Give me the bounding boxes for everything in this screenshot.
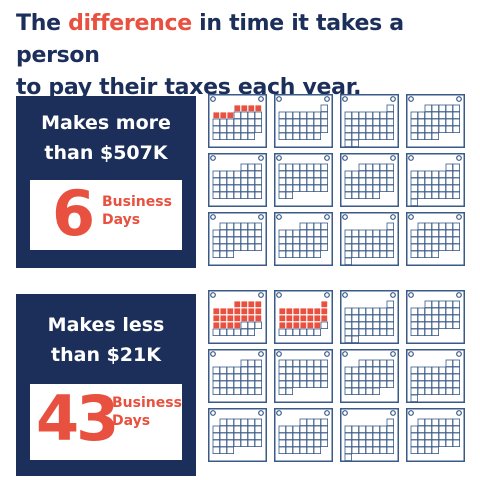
- calendar-icon: [406, 408, 465, 462]
- low-income-unit-line2: Days: [112, 413, 151, 429]
- low-income-unit-line1: Business: [112, 395, 182, 411]
- high-income-day-count: 6: [52, 177, 96, 250]
- calendar-icon: [340, 153, 399, 207]
- high-income-days-box: 6 Business Days: [30, 177, 182, 250]
- high-income-title-line1: Makes more: [41, 112, 171, 134]
- calendar-icon: [274, 408, 333, 462]
- high-income-panel: Makes more than $507K 6 Business Days: [16, 96, 196, 268]
- calendar-icon: [274, 212, 333, 266]
- calendar-icon: [274, 153, 333, 207]
- calendar-icon: [340, 408, 399, 462]
- high-income-calendar-grid: [208, 94, 468, 272]
- calendar-icon: [274, 94, 333, 148]
- calendar-icon: [340, 290, 399, 344]
- high-income-title-line2: than $507K: [44, 142, 168, 164]
- calendar-icon: [208, 290, 267, 344]
- calendar-icon: [406, 349, 465, 403]
- low-income-title-line2: than $21K: [51, 344, 161, 366]
- calendar-icon: [208, 212, 267, 266]
- low-income-day-count: 43: [36, 382, 119, 455]
- calendar-icon: [406, 153, 465, 207]
- low-income-panel: Makes less than $21K 43 Business Days: [16, 294, 196, 476]
- high-income-unit-line1: Business: [102, 194, 172, 210]
- headline-highlight: difference: [68, 11, 192, 36]
- headline-text-end: in time it takes a person: [16, 11, 404, 68]
- calendar-icon: [274, 349, 333, 403]
- low-income-title-line1: Makes less: [47, 314, 165, 336]
- calendar-icon: [340, 349, 399, 403]
- calendar-icon: [208, 349, 267, 403]
- calendar-icon: [340, 212, 399, 266]
- calendar-icon: [208, 153, 267, 207]
- calendar-icon: [208, 94, 267, 148]
- calendar-icon: [406, 212, 465, 266]
- low-income-calendar-grid: [208, 290, 468, 468]
- headline: The difference in time it takes a person…: [16, 8, 476, 104]
- calendar-icon: [406, 94, 465, 148]
- calendar-icon: [340, 94, 399, 148]
- headline-text-start: The: [16, 11, 69, 36]
- calendar-icon: [208, 408, 267, 462]
- calendar-icon: [406, 290, 465, 344]
- low-income-days-box: 43 Business Days: [30, 382, 182, 460]
- headline-line-1: The difference in time it takes a person: [16, 8, 476, 72]
- high-income-unit-line2: Days: [102, 212, 141, 228]
- calendar-icon: [274, 290, 333, 344]
